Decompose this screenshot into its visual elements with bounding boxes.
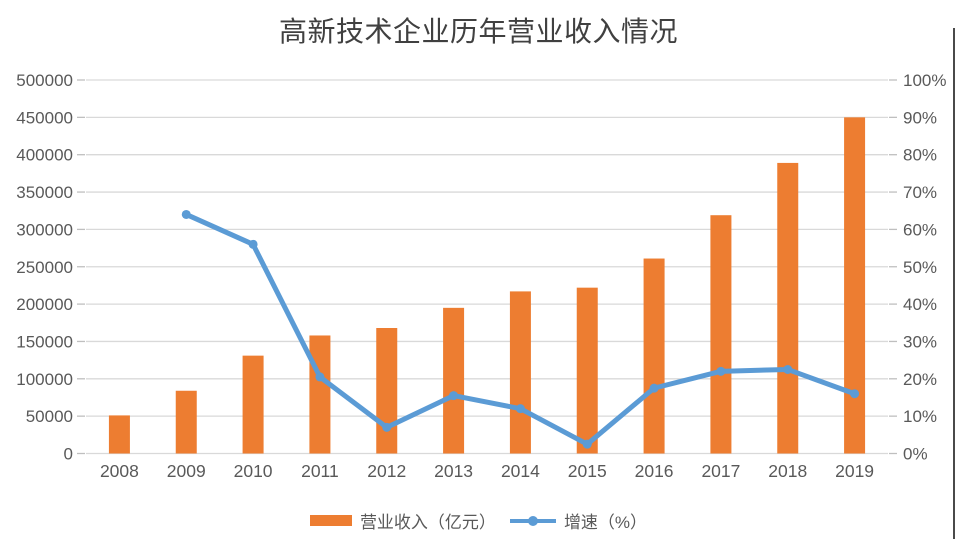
y-axis-tick-label: 150000: [16, 332, 73, 351]
y-axis-tick-label: 0: [64, 445, 73, 464]
legend-item-revenue: 营业收入（亿元）: [309, 508, 496, 533]
growth-point-2014: [515, 404, 525, 414]
x-axis-tick-label: 2017: [701, 461, 740, 481]
secondary-y-axis-tick-label: 40%: [903, 295, 937, 314]
secondary-y-axis-tick-label: 90%: [903, 108, 937, 127]
y-axis-tick-label: 200000: [16, 295, 73, 314]
y-axis-tick-label: 50000: [26, 407, 73, 426]
growth-point-2019: [850, 389, 860, 399]
secondary-y-axis-tick-label: 0%: [903, 445, 928, 464]
bar-2010: [242, 355, 264, 454]
secondary-y-axis-tick-label: 80%: [903, 146, 937, 165]
growth-point-2015: [582, 439, 592, 449]
x-axis-tick-label: 2015: [568, 461, 607, 481]
x-axis-tick-label: 2009: [167, 461, 206, 481]
bar-2017: [710, 215, 732, 454]
x-axis-tick-label: 2018: [768, 461, 807, 481]
window-edge-border: [953, 28, 955, 539]
bar-series-swatch-icon: [309, 515, 352, 526]
x-axis-tick-label: 2012: [367, 461, 406, 481]
y-axis-tick-label: 500000: [16, 71, 73, 90]
bar-2013: [443, 307, 465, 454]
growth-point-2011: [315, 372, 325, 382]
axis-tick-marks: [77, 79, 897, 455]
bar-2009: [175, 390, 197, 454]
legend-item-growth: 增速（%）: [509, 508, 648, 533]
bar-2008: [108, 415, 130, 454]
line-series-swatch-icon: [509, 515, 556, 526]
x-axis-labels: 2008 2009 2010 2011 2012 2013 2014 2015 2016 2017…: [100, 461, 874, 481]
right-axis-labels: 0% 10% 20% 30% 40% 50% 60% 70% 80% 90% 100%: [903, 71, 946, 464]
bar-2016: [643, 258, 665, 454]
y-axis-tick-label: 300000: [16, 220, 73, 239]
chart-legend: 营业收入（亿元） 增速（%）: [0, 508, 957, 533]
y-axis-tick-label: 400000: [16, 146, 73, 165]
y-axis-tick-label: 450000: [16, 108, 73, 127]
growth-point-2013: [449, 391, 459, 401]
growth-point-2012: [382, 422, 392, 432]
y-axis-tick-label: 100000: [16, 370, 73, 389]
secondary-y-axis-tick-label: 50%: [903, 258, 937, 277]
bar-2011: [309, 335, 331, 454]
secondary-y-axis-tick-label: 100%: [903, 71, 946, 90]
revenue-bars: [108, 117, 866, 454]
secondary-y-axis-tick-label: 70%: [903, 183, 937, 202]
x-axis-tick-label: 2016: [635, 461, 674, 481]
left-axis-labels: 0 50000 100000 150000 200000 250000 300000 3500…: [16, 71, 73, 464]
growth-point-2010: [248, 239, 258, 249]
x-axis-tick-label: 2019: [835, 461, 874, 481]
x-axis-tick-label: 2011: [301, 461, 339, 481]
y-axis-tick-label: 350000: [16, 183, 73, 202]
growth-point-2009: [181, 209, 191, 219]
bar-2012: [376, 328, 398, 454]
x-axis-tick-label: 2014: [501, 461, 540, 481]
chart-title: 高新技术企业历年营业收入情况: [278, 17, 678, 48]
growth-line: [181, 209, 860, 449]
y-axis-tick-label: 250000: [16, 258, 73, 277]
growth-point-2016: [649, 383, 659, 393]
growth-point-2017: [716, 366, 726, 376]
bar-2015: [576, 287, 598, 454]
secondary-y-axis-tick-label: 30%: [903, 332, 937, 351]
secondary-y-axis-tick-label: 20%: [903, 370, 937, 389]
legend-label-growth: 增速（%）: [563, 513, 648, 532]
gridlines: [86, 79, 888, 455]
x-axis-tick-label: 2008: [100, 461, 139, 481]
bar-2019: [844, 117, 866, 454]
bar-2018: [777, 162, 799, 454]
legend-label-revenue: 营业收入（亿元）: [359, 513, 496, 532]
secondary-y-axis-tick-label: 10%: [903, 407, 937, 426]
x-axis-tick-label: 2013: [434, 461, 473, 481]
x-axis-tick-label: 2010: [234, 461, 273, 481]
bar-2014: [509, 291, 531, 454]
secondary-y-axis-tick-label: 60%: [903, 220, 937, 239]
growth-point-2018: [783, 364, 793, 374]
